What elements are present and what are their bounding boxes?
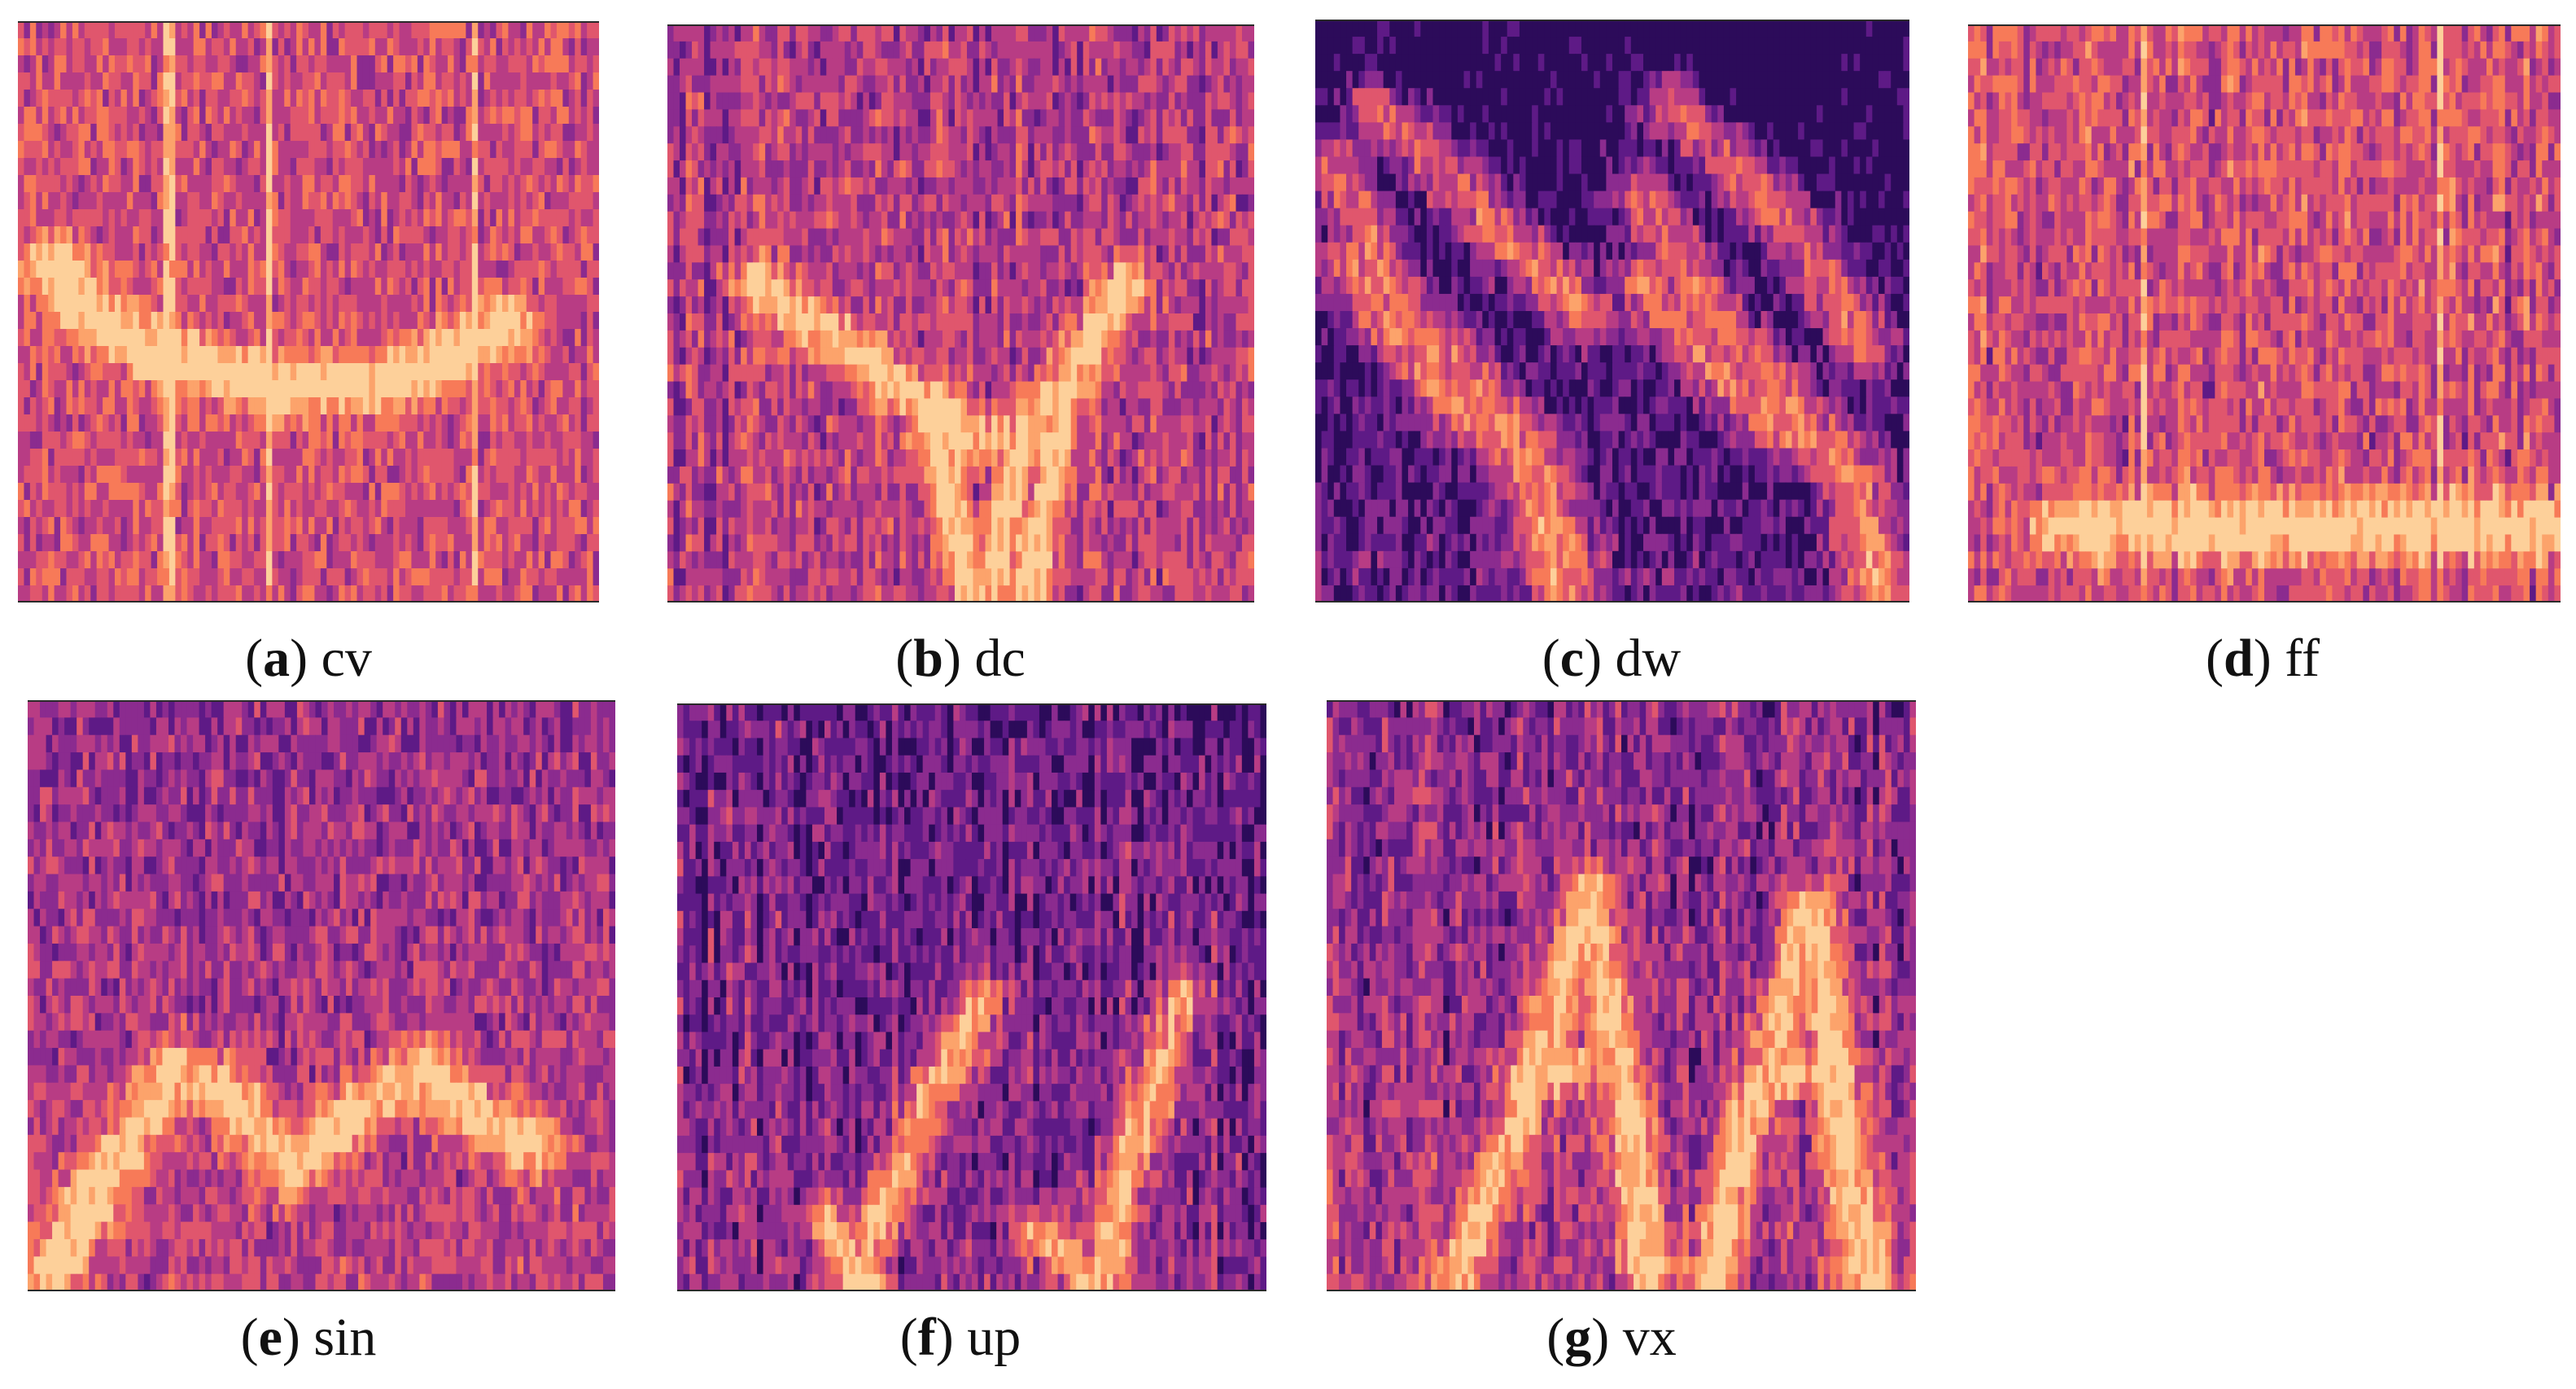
spectrogram-cells [1327,700,1916,1291]
caption-dw: (c) dw [1489,632,1734,686]
spectrogram-cells [1968,24,2561,602]
caption-cv: (a) cv [186,632,431,686]
spectrogram-cells [667,24,1254,602]
spectrogram-up [677,703,1266,1291]
spectrogram-cells [18,21,599,602]
caption-up: (f) up [838,1311,1082,1365]
caption-vx: (g) vx [1489,1311,1734,1365]
caption-sin: (e) sin [186,1311,431,1365]
spectrogram-cells [1315,20,1909,602]
spectrogram-vx [1327,700,1916,1291]
spectrogram-sin [28,700,615,1291]
spectrogram-ff [1968,24,2561,602]
spectrogram-cells [677,703,1266,1291]
spectrogram-dc [667,24,1254,602]
spectrogram-cv [18,21,599,602]
caption-ff: (d) ff [2141,632,2385,686]
spectrogram-cells [28,700,615,1291]
spectrogram-dw [1315,20,1909,602]
caption-dc: (b) dc [838,632,1082,686]
